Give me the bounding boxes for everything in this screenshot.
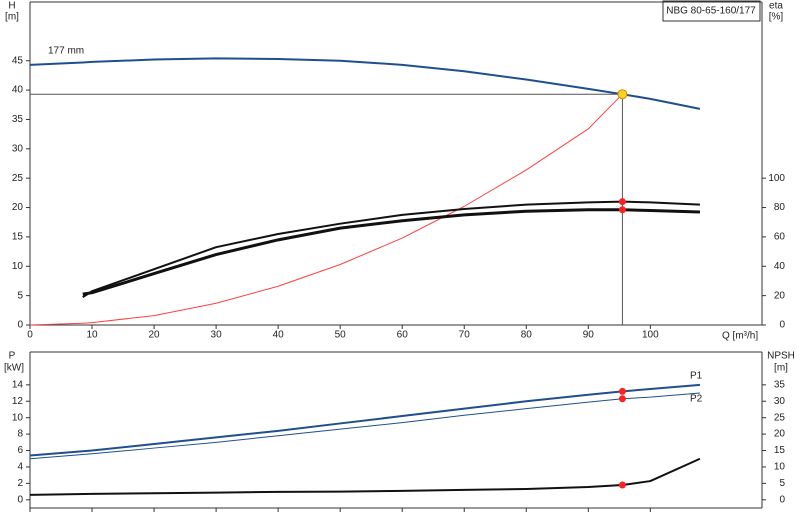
y2-tick-label: 60 xyxy=(774,232,786,243)
duty-marker xyxy=(618,198,626,206)
curve xyxy=(82,208,701,296)
y-tick-label: 20 xyxy=(12,202,24,213)
y-tick-label: 45 xyxy=(12,55,24,66)
y2-tick-label: 80 xyxy=(774,202,786,213)
title-box xyxy=(662,0,761,22)
x-axis-label: Q [m³/h] xyxy=(722,331,758,342)
x-tick-label: 60 xyxy=(397,330,409,341)
x-tick-label: 20 xyxy=(149,330,161,341)
y-tick-label: 35 xyxy=(12,114,24,125)
x-tick-label: 80 xyxy=(521,330,533,341)
y2-tick-label: 10 xyxy=(774,462,786,473)
y-tick-label: 8 xyxy=(17,429,23,440)
curve-label: P2 xyxy=(690,394,703,405)
x-tick-label: 0 xyxy=(27,330,33,341)
y-tick-label: 30 xyxy=(12,143,24,154)
y-tick-label: 12 xyxy=(12,396,24,407)
y2-tick-label: 5 xyxy=(779,478,785,489)
y2-axis-unit: [%] xyxy=(769,12,784,23)
y-tick-label: 15 xyxy=(12,232,24,243)
y-tick-label: 10 xyxy=(12,412,24,423)
x-tick-label: 100 xyxy=(642,330,659,341)
x-tick-label: 70 xyxy=(459,330,471,341)
curve-label: 177 mm xyxy=(48,46,84,57)
curve xyxy=(82,200,701,298)
x-tick-label: 40 xyxy=(273,330,285,341)
x-tick-label: 90 xyxy=(583,330,595,341)
y2-axis-label: eta xyxy=(769,1,783,12)
curve-label: P1 xyxy=(690,371,703,382)
y-tick-label: 2 xyxy=(17,478,23,489)
curve xyxy=(29,93,623,326)
y-axis-label: H xyxy=(8,1,15,12)
y-tick-label: 10 xyxy=(12,261,24,272)
x-tick-label: 30 xyxy=(211,330,223,341)
y2-tick-label: 20 xyxy=(774,290,786,301)
y2-tick-label: 100 xyxy=(768,173,785,184)
y-tick-label: 25 xyxy=(12,173,24,184)
y-axis-unit: [m] xyxy=(5,12,19,23)
y-tick-label: 4 xyxy=(17,462,23,473)
x-tick-label: 10 xyxy=(86,330,98,341)
duty-marker xyxy=(618,206,626,214)
y2-tick-label: 35 xyxy=(774,379,786,390)
y2-tick-label: 0 xyxy=(779,494,785,505)
y2-tick-label: 25 xyxy=(774,412,786,423)
y-tick-label: 0 xyxy=(17,320,23,331)
y-tick-label: 14 xyxy=(12,379,24,390)
curve xyxy=(29,392,701,460)
y2-tick-label: 20 xyxy=(774,429,786,440)
y2-tick-label: 30 xyxy=(774,396,786,407)
y-axis-label: P xyxy=(9,351,16,362)
curve xyxy=(29,57,701,110)
y-tick-label: 40 xyxy=(12,85,24,96)
chart-title: NBG 80-65-160/177 xyxy=(666,6,756,17)
y-axis-unit: [kW] xyxy=(4,363,24,374)
y2-axis-label: NPSH xyxy=(767,351,795,362)
y-tick-label: 0 xyxy=(17,494,23,505)
y-tick-label: 6 xyxy=(17,445,23,456)
duty-marker xyxy=(618,387,626,395)
x-tick-label: 50 xyxy=(335,330,347,341)
y2-tick-label: 40 xyxy=(774,261,786,272)
y2-axis-unit: [m] xyxy=(774,363,788,374)
curve xyxy=(29,383,701,457)
duty-marker xyxy=(618,481,626,489)
curve xyxy=(29,457,701,496)
y-tick-label: 5 xyxy=(17,290,23,301)
duty-marker xyxy=(618,395,626,403)
y2-tick-label: 15 xyxy=(774,445,786,456)
operating-point xyxy=(617,89,628,100)
y2-tick-label: 0 xyxy=(779,320,785,331)
